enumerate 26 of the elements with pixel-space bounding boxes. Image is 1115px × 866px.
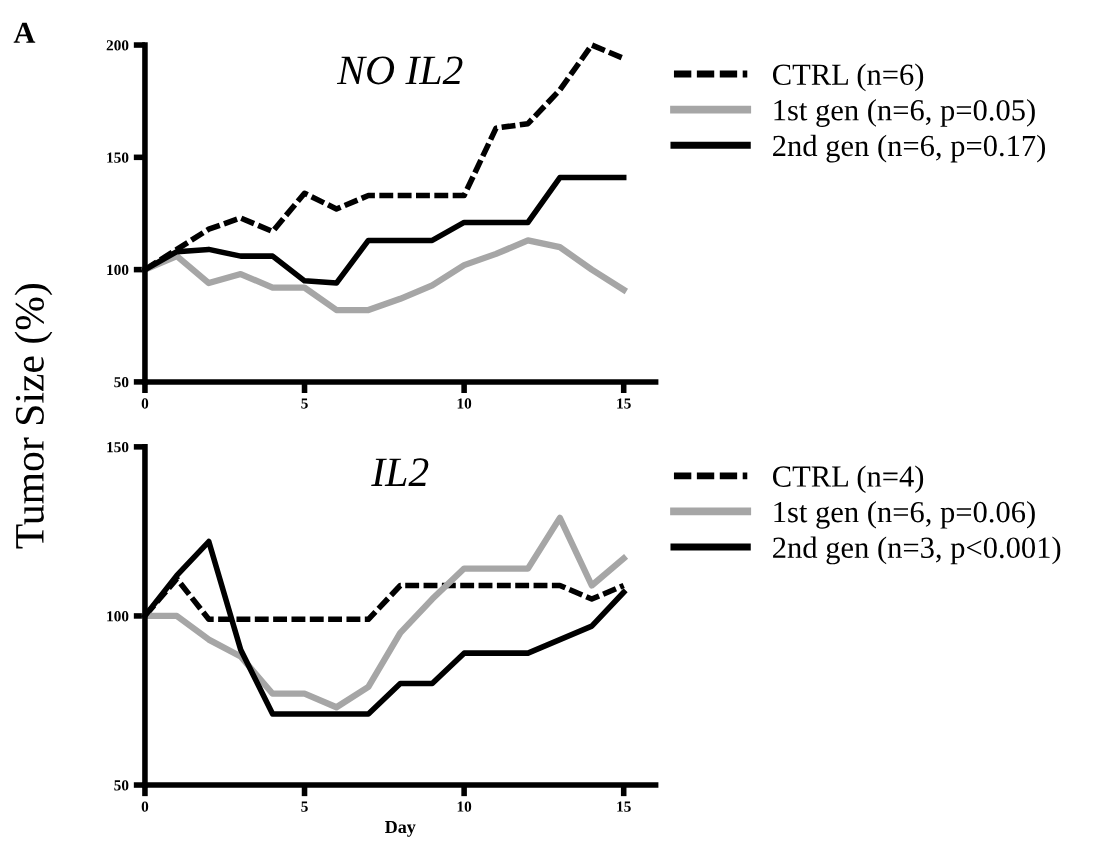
x-tick-label: 0 [141, 801, 149, 812]
legend-label: 1st gen (n=6, p=0.05) [774, 99, 1035, 127]
y-axis-title: Tumor Size (%) [14, 284, 53, 549]
x-tick-label: 10 [457, 398, 472, 409]
x-tick-label: 0 [141, 398, 149, 409]
x-tick-label: 10 [457, 801, 472, 812]
y-tick-label: 200 [106, 40, 129, 51]
chart-title: IL2 [371, 458, 429, 486]
y-tick-label: 100 [107, 611, 129, 622]
chart-title: NO IL2 [336, 56, 463, 85]
x-tick-label: 5 [301, 398, 308, 409]
y-tick-label: 100 [107, 264, 129, 276]
y-tick-label: 50 [114, 377, 129, 388]
y-tick-label: 150 [107, 442, 129, 453]
x-tick-label: 15 [617, 801, 631, 812]
y-tick-label: 150 [107, 152, 129, 163]
x-tick-label: 15 [617, 398, 631, 409]
y-tick-label: 50 [114, 780, 129, 791]
legend-label: CTRL (n=4) [772, 465, 924, 494]
x-axis-title: Day [385, 821, 416, 837]
legend-label: 1st gen (n=6, p=0.06) [774, 500, 1035, 529]
legend-label: 2nd gen (n=3, p<0.001) [773, 536, 1061, 565]
legend-label: CTRL (n=6) [772, 63, 924, 92]
x-tick-label: 5 [301, 801, 308, 812]
legend-label: 2nd gen (n=6, p=0.17) [773, 134, 1046, 163]
text: A [13, 22, 36, 43]
